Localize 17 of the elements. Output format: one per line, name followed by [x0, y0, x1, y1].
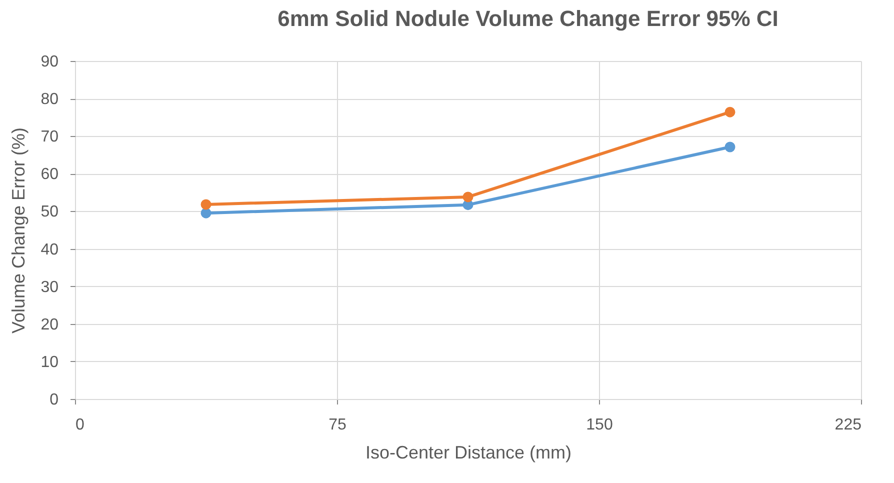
y-tick-label: 90: [40, 54, 59, 70]
y-tick-label: 60: [40, 166, 59, 184]
y-tick-label: 40: [40, 241, 59, 258]
y-tick-label: 30: [40, 278, 59, 296]
y-tick-label: 20: [40, 316, 59, 334]
y-axis-title: Volume Change Error (%): [8, 127, 29, 334]
x-tick-label: 0: [76, 416, 84, 434]
y-tick-label: 70: [40, 128, 59, 146]
y-tick-label: 80: [40, 91, 59, 108]
x-tick-label: 75: [328, 416, 346, 434]
y-tick-label: 50: [40, 204, 59, 221]
y-tick-label: 0: [50, 392, 59, 408]
chart-title: 6mm Solid Nodule Volume Change Error 95% CI: [278, 6, 778, 31]
y-tick-label: 10: [40, 354, 59, 371]
x-tick-label: 225: [834, 416, 862, 434]
x-tick-label: 150: [586, 416, 613, 434]
x-axis-title: Iso-Center Distance (mm): [365, 442, 572, 462]
